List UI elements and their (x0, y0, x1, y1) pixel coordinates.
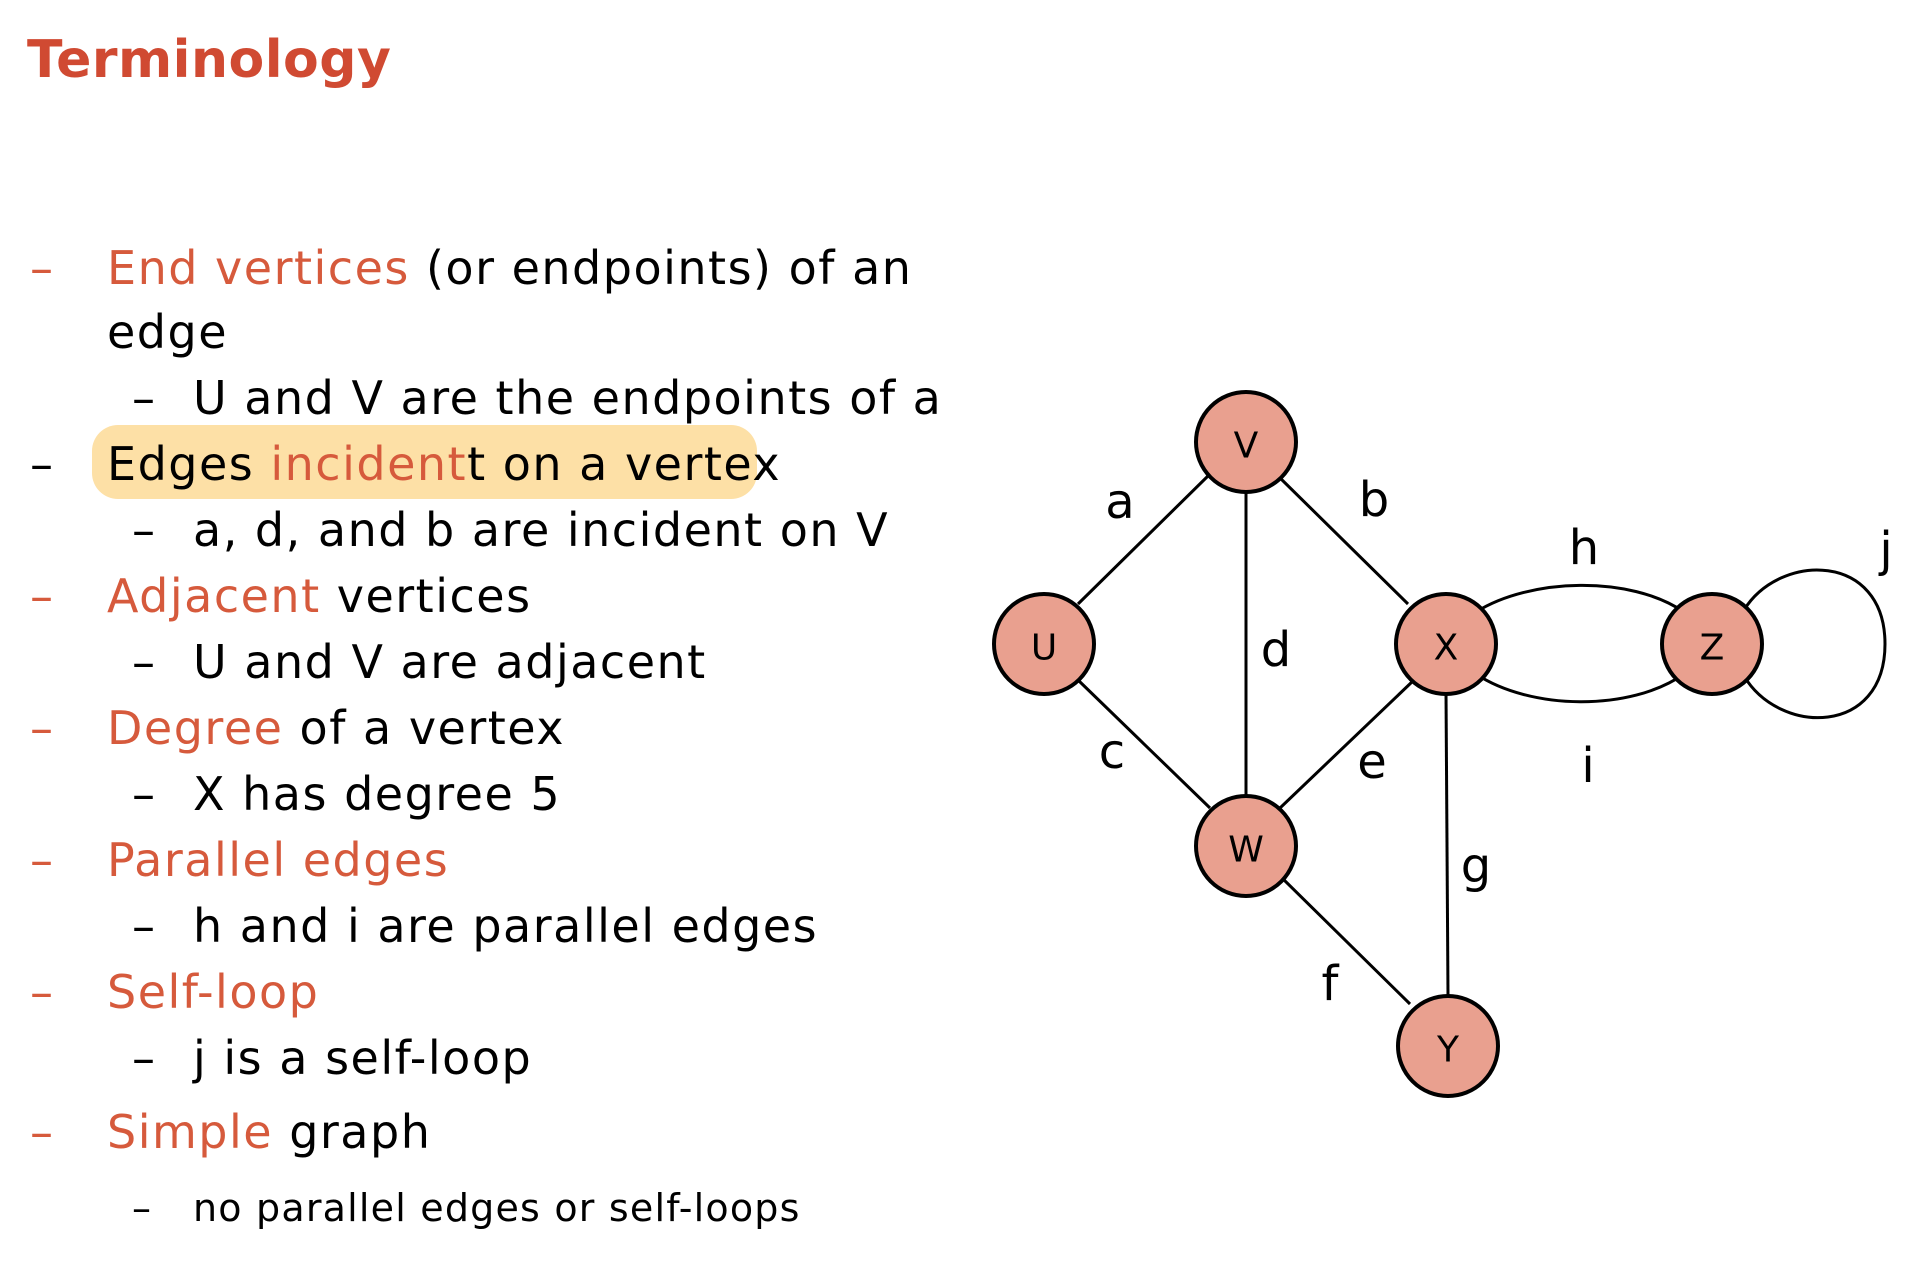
edge-label-j: j (1878, 522, 1892, 578)
sub-degree: X has degree 5 (193, 767, 562, 821)
bullet-text: of a vertex (283, 701, 566, 755)
bullet-dash: – (30, 241, 53, 295)
edge-label-d: d (1261, 622, 1291, 678)
sub-dash: – (132, 1031, 155, 1085)
bullet-text: Edges (107, 437, 271, 491)
sub-adjacent: U and V are adjacent (193, 635, 707, 689)
page-title: Terminology (27, 30, 392, 90)
sub-parallel-edges: h and i are parallel edges (193, 899, 819, 953)
bullet-dash: – (30, 569, 53, 623)
vertex-label-x: X (1434, 628, 1459, 669)
bullet-adjacent: Adjacent vertices (107, 568, 532, 624)
bullet-dash: – (30, 437, 53, 491)
edge-labels: a b c d e f g h i j (1099, 472, 1893, 1012)
sub-dash: – (132, 1186, 153, 1230)
edge-label-b: b (1359, 472, 1389, 528)
vertex-labels: V U X Z W Y (1031, 426, 1725, 1071)
edge-label-f: f (1322, 956, 1340, 1012)
vertex-w (1194, 794, 1298, 898)
edge-label-e: e (1357, 734, 1387, 790)
edge-label-g: g (1461, 838, 1491, 894)
sub-dash: – (132, 503, 155, 557)
vertex-u (992, 592, 1096, 696)
term-adjacent: Adjacent (107, 569, 321, 623)
edge-b (1274, 472, 1410, 606)
edge-c (1076, 678, 1212, 810)
edge-f (1278, 874, 1412, 1006)
highlight-incident (92, 425, 757, 499)
term-self-loop: Self-loop (107, 965, 320, 1019)
terminology-list: – End vertices (or endpoints) of an edge… (30, 240, 943, 1230)
edge-label-a: a (1105, 474, 1134, 530)
bullet-incident: Edges incidentt on a vertex (107, 436, 781, 492)
edge-j (1742, 568, 1887, 720)
vertex-label-w: W (1228, 830, 1264, 871)
edge-label-h: h (1569, 520, 1599, 576)
bullet-text: graph (273, 1105, 432, 1159)
vertex-z (1660, 592, 1764, 696)
vertex-label-z: Z (1700, 628, 1725, 669)
bullet-dash: – (30, 701, 53, 755)
edge-g (1444, 691, 1450, 997)
vertex-y (1396, 994, 1500, 1098)
term-parallel-edges: Parallel edges (107, 833, 450, 887)
edge-e (1278, 678, 1416, 810)
edge-label-i: i (1581, 738, 1594, 794)
bullet-end-vertices-cont: edge (107, 305, 228, 359)
bullet-dash: – (30, 965, 53, 1019)
bullet-dash: – (30, 1105, 53, 1159)
bullet-degree: Degree of a vertex (107, 700, 565, 756)
sub-dash: – (132, 899, 155, 953)
sub-dash: – (132, 371, 155, 425)
edges (1076, 472, 1887, 1006)
term-end-vertices: End vertices (107, 241, 410, 295)
edge-i (1475, 672, 1685, 704)
edge-a (1076, 472, 1212, 606)
sub-dash: – (132, 635, 155, 689)
term-simple: Simple (107, 1105, 274, 1159)
bullet-end-vertices: End vertices (or endpoints) of an (107, 240, 912, 296)
bullet-dash: – (30, 833, 53, 887)
vertex-x (1394, 592, 1498, 696)
vertex-label-y: Y (1436, 1030, 1460, 1071)
vertex-label-u: U (1031, 628, 1057, 669)
bullet-text: (or endpoints) of an (409, 241, 913, 295)
bullet-text: t on a vertex (467, 437, 782, 491)
sub-dash: – (132, 767, 155, 821)
vertices (992, 390, 1764, 1098)
sub-self-loop: j is a self-loop (193, 1031, 533, 1085)
sub-simple: no parallel edges or self-loops (193, 1186, 801, 1230)
vertex-label-v: V (1234, 426, 1259, 467)
term-incident: incident (270, 437, 468, 491)
edge-label-c: c (1099, 724, 1125, 780)
sub-incident: a, d, and b are incident on V (193, 503, 890, 557)
term-degree: Degree (107, 701, 284, 755)
edge-h (1475, 583, 1685, 614)
sub-end-vertices: U and V are the endpoints of a (193, 371, 943, 425)
bullet-simple: Simple graph (107, 1104, 431, 1160)
vertex-v (1194, 390, 1298, 494)
bullet-text: vertices (320, 569, 532, 623)
